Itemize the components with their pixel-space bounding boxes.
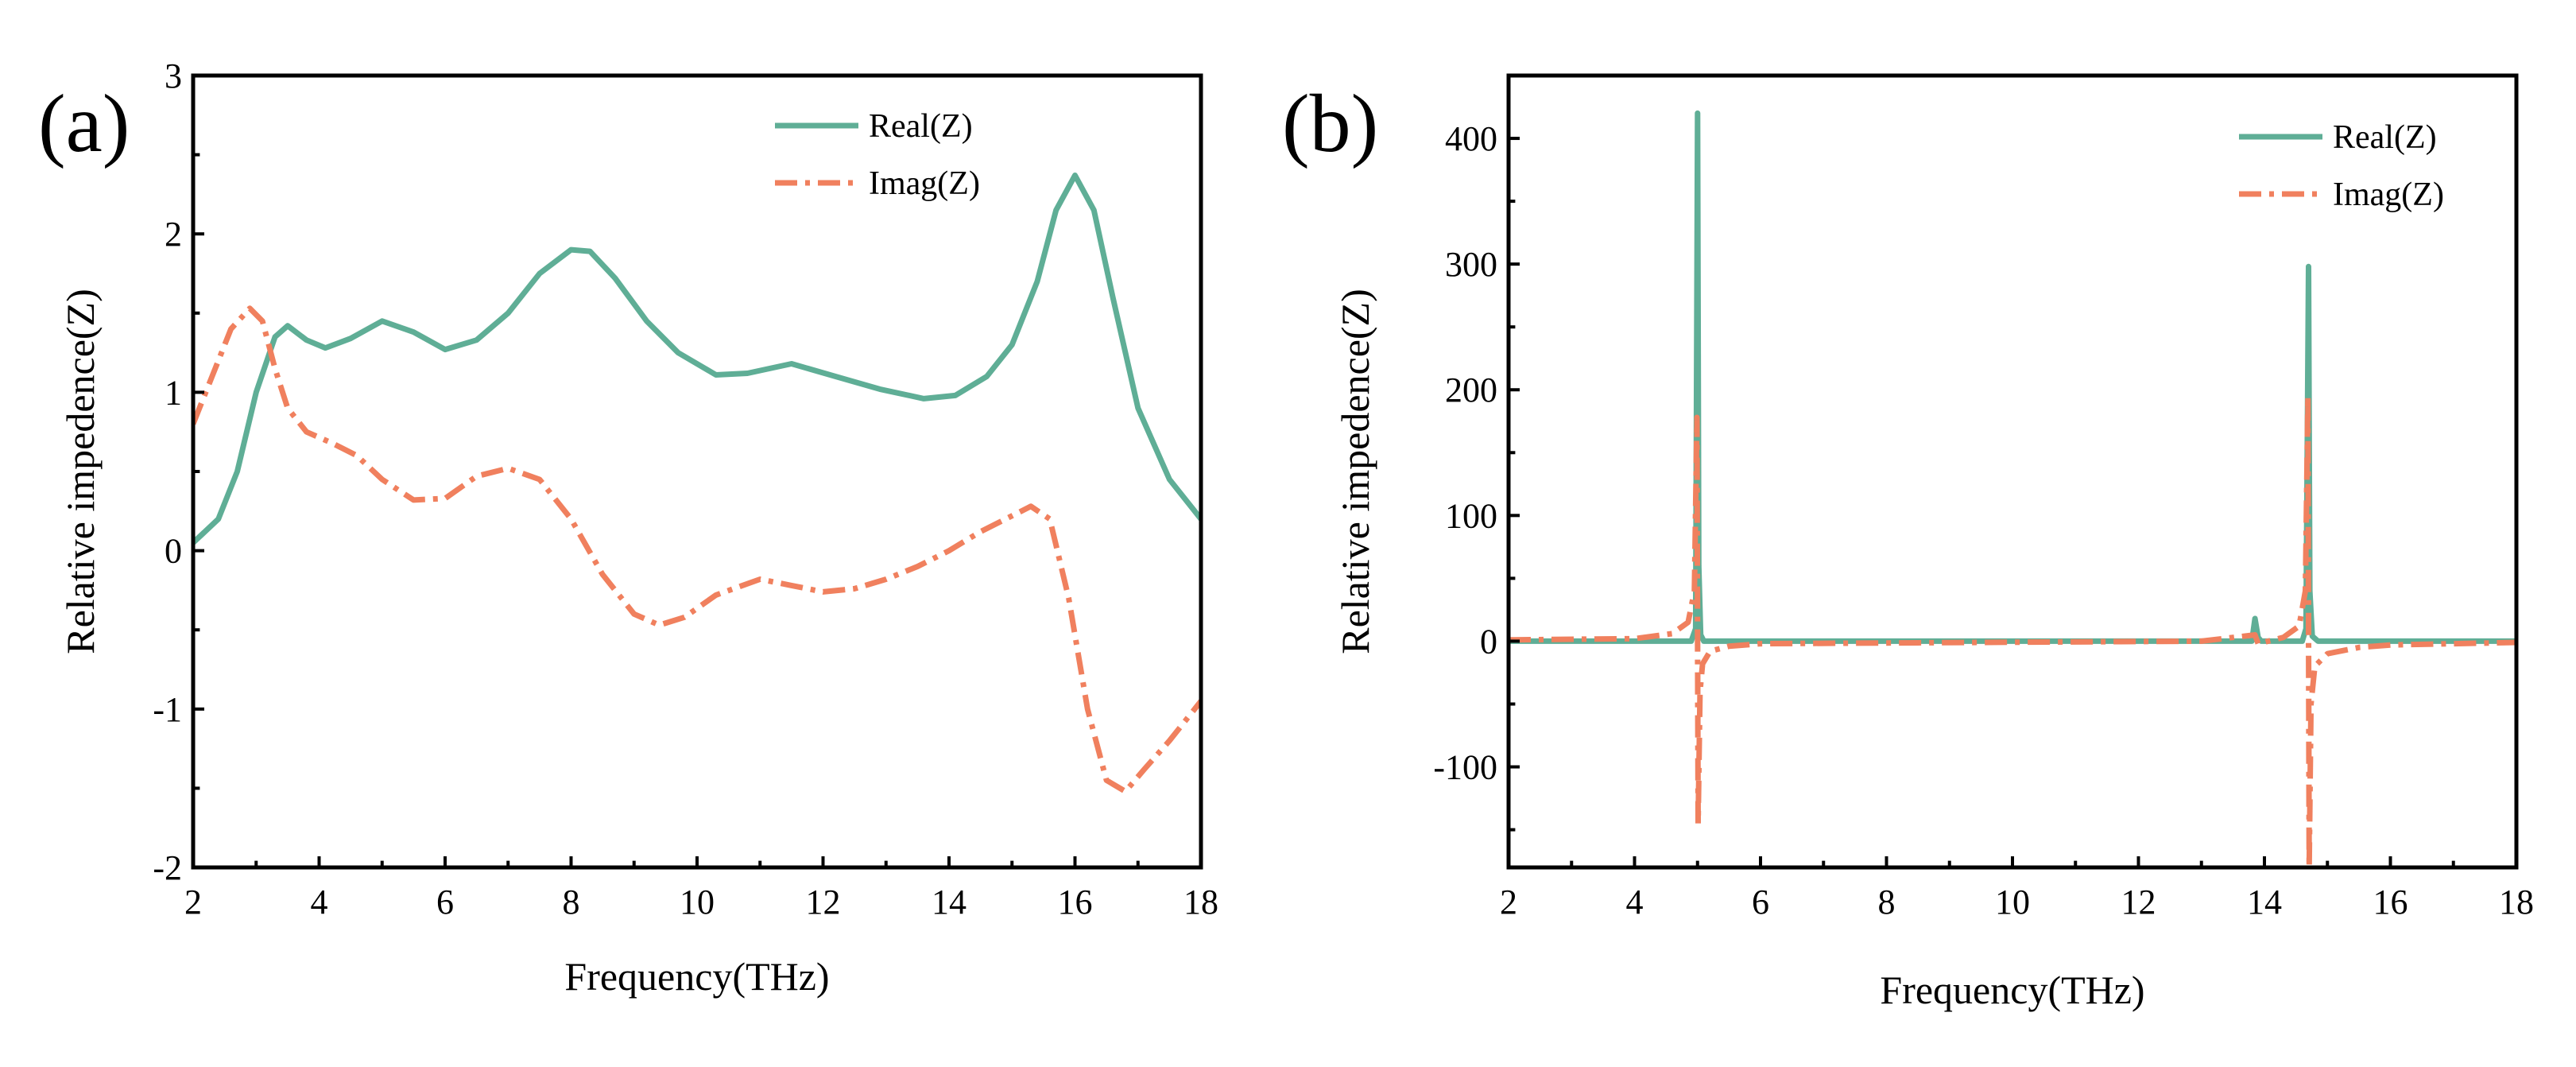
x-tick-label: 4: [1626, 883, 1644, 922]
x-tick-label: 16: [1058, 883, 1093, 922]
x-tick-label: 2: [1500, 883, 1517, 922]
x-tick-label: 6: [436, 883, 454, 922]
y-tick-label: 2: [165, 215, 182, 254]
legend-label: Real(Z): [2333, 119, 2437, 156]
chart-panel-b: 2 4 6 8 10 12 14 16 18 -100 0 100 200 300 400 Frequency…: [1282, 73, 2534, 1012]
y-tick-label: 0: [1480, 622, 1497, 661]
legend-label: Real(Z): [869, 108, 973, 145]
legend: Real(Z) Imag(Z): [775, 108, 980, 202]
y-tick-label: 100: [1445, 496, 1497, 535]
y-tick-label: 300: [1445, 245, 1497, 284]
y-tick-label: -100: [1433, 748, 1497, 787]
x-tick-label: 4: [311, 883, 328, 922]
x-tick-label: 14: [932, 883, 966, 922]
y-tick-label: 1: [165, 373, 182, 412]
legend-label: Imag(Z): [869, 165, 980, 202]
x-tick-label: 12: [806, 883, 841, 922]
legend: Real(Z) Imag(Z): [2239, 119, 2444, 213]
x-tick-label: 8: [1878, 883, 1896, 922]
x-tick-label: 18: [2499, 883, 2534, 922]
y-axis-title: Relative impedence(Z): [58, 289, 103, 654]
x-tick-label: 14: [2247, 883, 2282, 922]
x-tick-label: 10: [680, 883, 715, 922]
x-axis-title: Frequency(THz): [564, 954, 829, 999]
chart-panel-a: 2 4 6 8 10 12 14 16 18-2-10123Frequency(THz)Rela…: [38, 56, 1218, 999]
series-line-realz: [193, 173, 1201, 545]
series-line-imagz: [1509, 393, 2516, 867]
x-tick-label: 2: [184, 883, 202, 922]
x-tick-label: 10: [1995, 883, 2030, 922]
panel-label: (b): [1282, 78, 1378, 169]
y-tick-label: 400: [1445, 119, 1497, 158]
y-tick-label: 200: [1445, 371, 1497, 409]
panel-label: (a): [38, 78, 130, 169]
y-axis-title: Relative impedence(Z): [1333, 289, 1377, 654]
plot-frame: [191, 73, 1203, 870]
x-tick-label: 8: [563, 883, 580, 922]
series-line-realz: [1509, 110, 2516, 644]
y-tick-label: 0: [165, 532, 182, 571]
x-tick-label: 12: [2121, 883, 2156, 922]
x-tick-label: 16: [2373, 883, 2408, 922]
y-tick-label: -1: [153, 690, 182, 729]
x-axis-title: Frequency(THz): [1880, 968, 2144, 1012]
y-tick-label: 3: [165, 56, 182, 95]
x-tick-label: 18: [1183, 883, 1218, 922]
series-line-imagz: [193, 305, 1201, 794]
x-tick-label: 6: [1752, 883, 1769, 922]
y-tick-label: -2: [153, 848, 182, 887]
legend-label: Imag(Z): [2333, 177, 2444, 213]
